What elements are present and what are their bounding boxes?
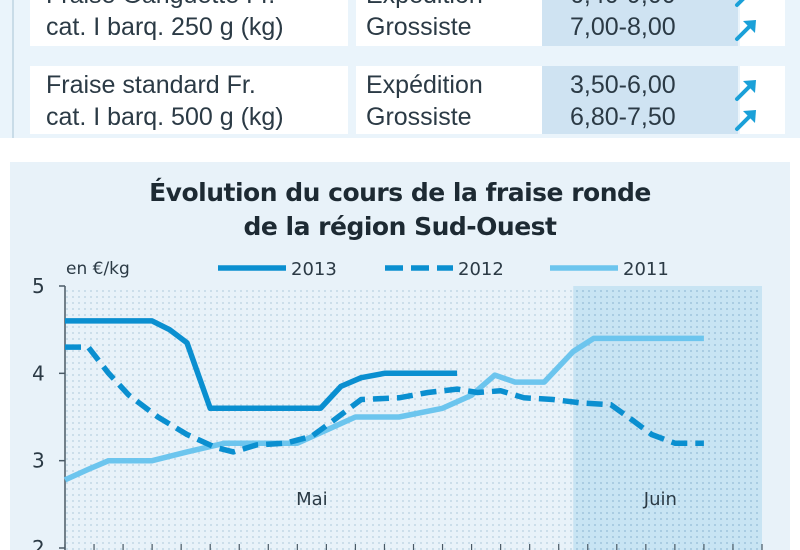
month-label: Juin: [643, 489, 677, 510]
chart-title-line1: Évolution du cours de la fraise ronde: [149, 178, 651, 207]
june-shaded-region: [573, 286, 762, 550]
y-axis-label: en €/kg: [66, 259, 130, 279]
legend-label: 2012: [458, 259, 504, 280]
product-name-line2: cat. I barq. 250 g (kg): [46, 13, 284, 41]
legend-label: 2013: [291, 259, 337, 280]
channel-expedition: Expédition: [366, 71, 483, 99]
price-grossiste: 7,00-8,00: [570, 13, 676, 41]
series-line-2013: [65, 318, 458, 412]
channel-grossiste: Grossiste: [366, 13, 472, 41]
price-grossiste: 6,80-7,50: [570, 103, 676, 131]
table-left-rule: [12, 0, 14, 138]
product-name-line2: cat. I barq. 500 g (kg): [46, 103, 284, 131]
y-tick-label: 5: [32, 274, 45, 298]
channel-grossiste: Grossiste: [366, 103, 472, 131]
x-ticks: [64, 544, 763, 550]
chart-title-line2: de la région Sud-Ouest: [243, 212, 557, 241]
product-name-line1: Fraise standard Fr.: [46, 71, 256, 99]
arrow-up-right-icon: [735, 110, 756, 131]
price-chart: Évolution du cours de la fraise ronde de…: [10, 162, 790, 550]
month-label: Mai: [296, 489, 328, 510]
price-expedition: 6,40-9,00: [570, 0, 676, 10]
arrow-up-right-icon: [735, 20, 756, 41]
table-row: Fraise standard Fr. cat. I barq. 500 g (…: [30, 66, 785, 134]
y-tick-label: 2: [32, 536, 45, 550]
channel-expedition: Expédition: [366, 0, 483, 10]
chart-plot: 5 4 3 2 Mai Juin en €/kg 2013 2012 2011: [32, 259, 763, 550]
table-row: Fraise Gariguette Fr. cat. I barq. 250 g…: [30, 0, 785, 46]
price-expedition: 3,50-6,00: [570, 71, 676, 99]
arrow-up-right-icon: [735, 0, 745, 7]
y-tick-label: 3: [32, 449, 45, 473]
legend: 2013 2012 2011: [218, 259, 669, 280]
series-line-2012: [65, 344, 704, 455]
y-tick-label: 4: [32, 361, 45, 385]
month-labels: Mai Juin: [296, 489, 677, 510]
series-line-2011: [63, 335, 704, 483]
arrow-up-right-icon: [735, 80, 756, 101]
legend-label: 2011: [623, 259, 669, 280]
product-name-line1: Fraise Gariguette Fr.: [46, 0, 275, 10]
y-ticks: 5 4 3 2: [32, 274, 65, 550]
price-table: Fraise Gariguette Fr. cat. I barq. 250 g…: [0, 0, 800, 138]
series-lines: [63, 318, 704, 483]
